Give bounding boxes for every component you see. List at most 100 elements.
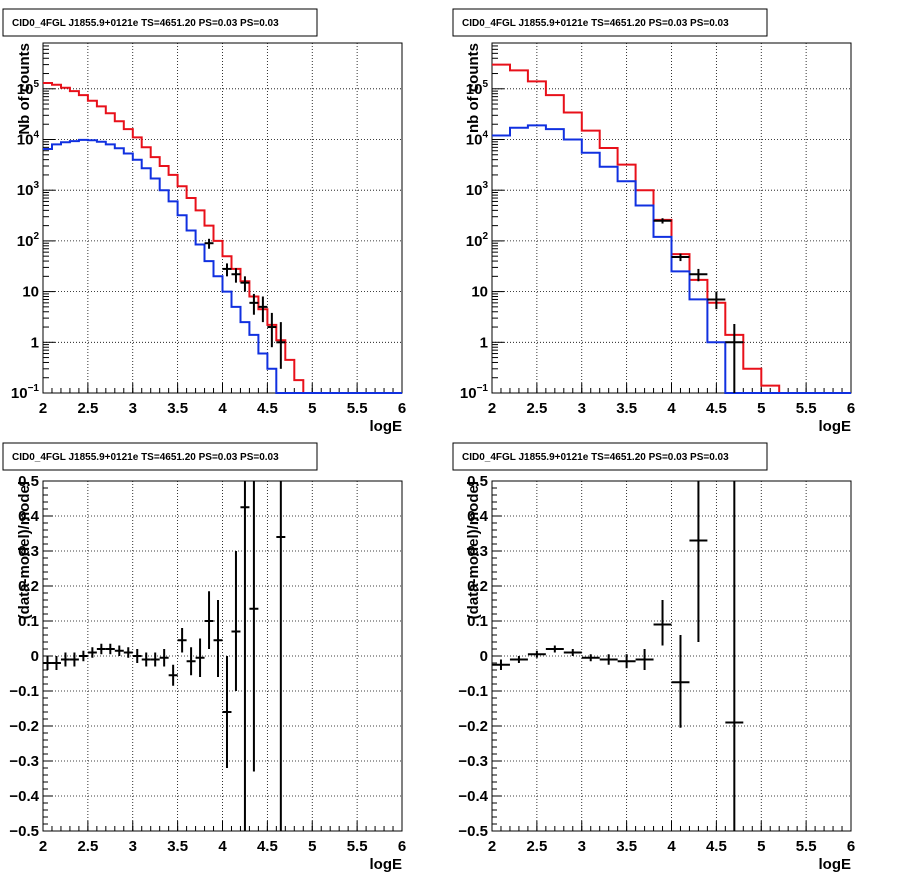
x-axis-label: logE [819, 418, 852, 435]
x-tick-label: 4.5 [706, 400, 727, 417]
y-tick-label: −0.5 [9, 823, 39, 840]
title-box [2, 442, 318, 471]
title-box [2, 8, 318, 37]
histogram-series-1 [43, 138, 402, 394]
x-tick-label: 2.5 [526, 838, 547, 855]
y-tick-label: 0 [31, 648, 39, 665]
x-tick-label: 6 [847, 400, 855, 417]
x-tick-label: 2.5 [77, 400, 98, 417]
y-tick-label: 105 [466, 79, 489, 98]
x-axis-label: logE [370, 856, 403, 873]
x-tick-label: 2 [39, 400, 47, 417]
y-tick-label: −0.1 [458, 683, 488, 700]
y-tick-label: 0 [480, 648, 488, 665]
plot-area: 2 2.5 3 3.5 4 4.5 5 5.5 6 10−1 1 10 102 103 104 105 logE… [11, 42, 406, 435]
x-tick-label: 3 [578, 838, 586, 855]
chart-title: CID0_4FGL J1855.9+0121e TS=4651.20 PS=0.… [12, 18, 279, 29]
y-tick-label: −0.3 [458, 753, 488, 770]
x-tick-label: 5.5 [347, 400, 368, 417]
x-tick-label: 6 [847, 838, 855, 855]
y-tick-label: 1 [480, 334, 488, 351]
plot-area: 2 2.5 3 3.5 4 4.5 5 5.5 6 −0.5 −0.4 −0.3 −0.2 −0.1 0 0.… [9, 473, 406, 873]
y-tick-label: 10−1 [460, 383, 489, 402]
y-tick-label: 102 [17, 231, 40, 250]
y-tick-label: 0.5 [18, 473, 39, 490]
x-tick-label: 3.5 [616, 838, 637, 855]
x-tick-label: 5 [757, 400, 765, 417]
y-tick-label: 10−1 [11, 383, 40, 402]
histogram-series-0 [43, 82, 402, 394]
y-tick-label: 103 [466, 180, 489, 199]
y-tick-label: 10 [471, 284, 488, 301]
x-tick-label: 5 [308, 400, 316, 417]
x-tick-label: 4 [218, 400, 227, 417]
x-tick-label: 2 [488, 838, 496, 855]
y-axis-label: (data-model)/model [16, 481, 33, 619]
y-tick-label: −0.5 [458, 823, 488, 840]
y-tick-label: 0.1 [467, 613, 488, 630]
x-tick-label: 6 [398, 838, 406, 855]
title-box [452, 8, 768, 37]
y-tick-label: 0.4 [18, 508, 40, 525]
title-box [452, 442, 768, 471]
x-tick-label: 4 [667, 400, 676, 417]
y-tick-label: −0.2 [9, 718, 39, 735]
x-tick-label: 4.5 [257, 838, 278, 855]
x-tick-label: 4 [218, 838, 227, 855]
x-tick-label: 3.5 [167, 838, 188, 855]
x-tick-label: 5.5 [347, 838, 368, 855]
x-tick-label: 3 [578, 400, 586, 417]
x-tick-label: 3 [129, 400, 137, 417]
panel-bottom-left: CID0_4FGL J1855.9+0121e TS=4651.20 PS=0.… [2, 442, 406, 873]
x-tick-label: 5.5 [796, 400, 817, 417]
x-tick-label: 4.5 [706, 838, 727, 855]
y-axis-label: Nb of counts [16, 43, 33, 135]
y-tick-label: 0.1 [18, 613, 39, 630]
histogram-series-1 [492, 124, 851, 394]
panel-bottom-right: CID0_4FGL J1855.9+0121e TS=4651.20 PS=0.… [452, 442, 855, 873]
y-tick-label: 10 [22, 284, 39, 301]
plot-area: 2 2.5 3 3.5 4 4.5 5 5.5 6 −0.5 −0.4 −0.3 −0.2 −0.1 0 0.… [458, 473, 855, 873]
chart-title: CID0_4FGL J1855.9+0121e TS=4651.20 PS=0.… [462, 452, 729, 463]
x-tick-label: 5.5 [796, 838, 817, 855]
x-tick-label: 2 [488, 400, 496, 417]
x-tick-label: 4 [667, 838, 676, 855]
x-tick-label: 6 [398, 400, 406, 417]
y-tick-label: −0.2 [458, 718, 488, 735]
x-axis-label: logE [819, 856, 852, 873]
x-tick-label: 3 [129, 838, 137, 855]
x-tick-label: 2.5 [526, 400, 547, 417]
x-tick-label: 5 [308, 838, 316, 855]
x-tick-label: 2 [39, 838, 47, 855]
plot-area: 2 2.5 3 3.5 4 4.5 5 5.5 6 10−1 1 10 102 103 104 105 logE… [460, 42, 855, 435]
y-tick-label: −0.1 [9, 683, 39, 700]
y-tick-label: 102 [466, 231, 489, 250]
y-tick-label: −0.4 [458, 788, 488, 805]
x-tick-label: 3.5 [616, 400, 637, 417]
y-tick-label: 103 [17, 180, 40, 199]
panel-top-right: CID0_4FGL J1855.9+0121e TS=4651.20 PS=0.… [452, 8, 855, 435]
x-axis-label: logE [370, 418, 403, 435]
y-tick-label: 104 [466, 129, 489, 148]
y-tick-label: −0.4 [9, 788, 39, 805]
y-tick-label: 105 [17, 79, 40, 98]
y-tick-label: 0.2 [18, 578, 39, 595]
y-axis-label: nb of counts [465, 43, 482, 133]
y-tick-label: 1 [31, 334, 39, 351]
y-axis-label: (data-model)/model [465, 481, 482, 619]
y-tick-label: 0.3 [18, 543, 39, 560]
y-tick-label: 0.4 [467, 508, 489, 525]
y-tick-label: 0.5 [467, 473, 488, 490]
x-tick-label: 3.5 [167, 400, 188, 417]
x-tick-label: 2.5 [77, 838, 98, 855]
x-tick-label: 4.5 [257, 400, 278, 417]
y-tick-label: −0.3 [9, 753, 39, 770]
y-tick-label: 104 [17, 129, 40, 148]
panel-top-left: CID0_4FGL J1855.9+0121e TS=4651.20 PS=0.… [2, 8, 406, 435]
y-tick-label: 0.3 [467, 543, 488, 560]
x-tick-label: 5 [757, 838, 765, 855]
chart-title: CID0_4FGL J1855.9+0121e TS=4651.20 PS=0.… [462, 18, 729, 29]
chart-title: CID0_4FGL J1855.9+0121e TS=4651.20 PS=0.… [12, 452, 279, 463]
y-tick-label: 0.2 [467, 578, 488, 595]
